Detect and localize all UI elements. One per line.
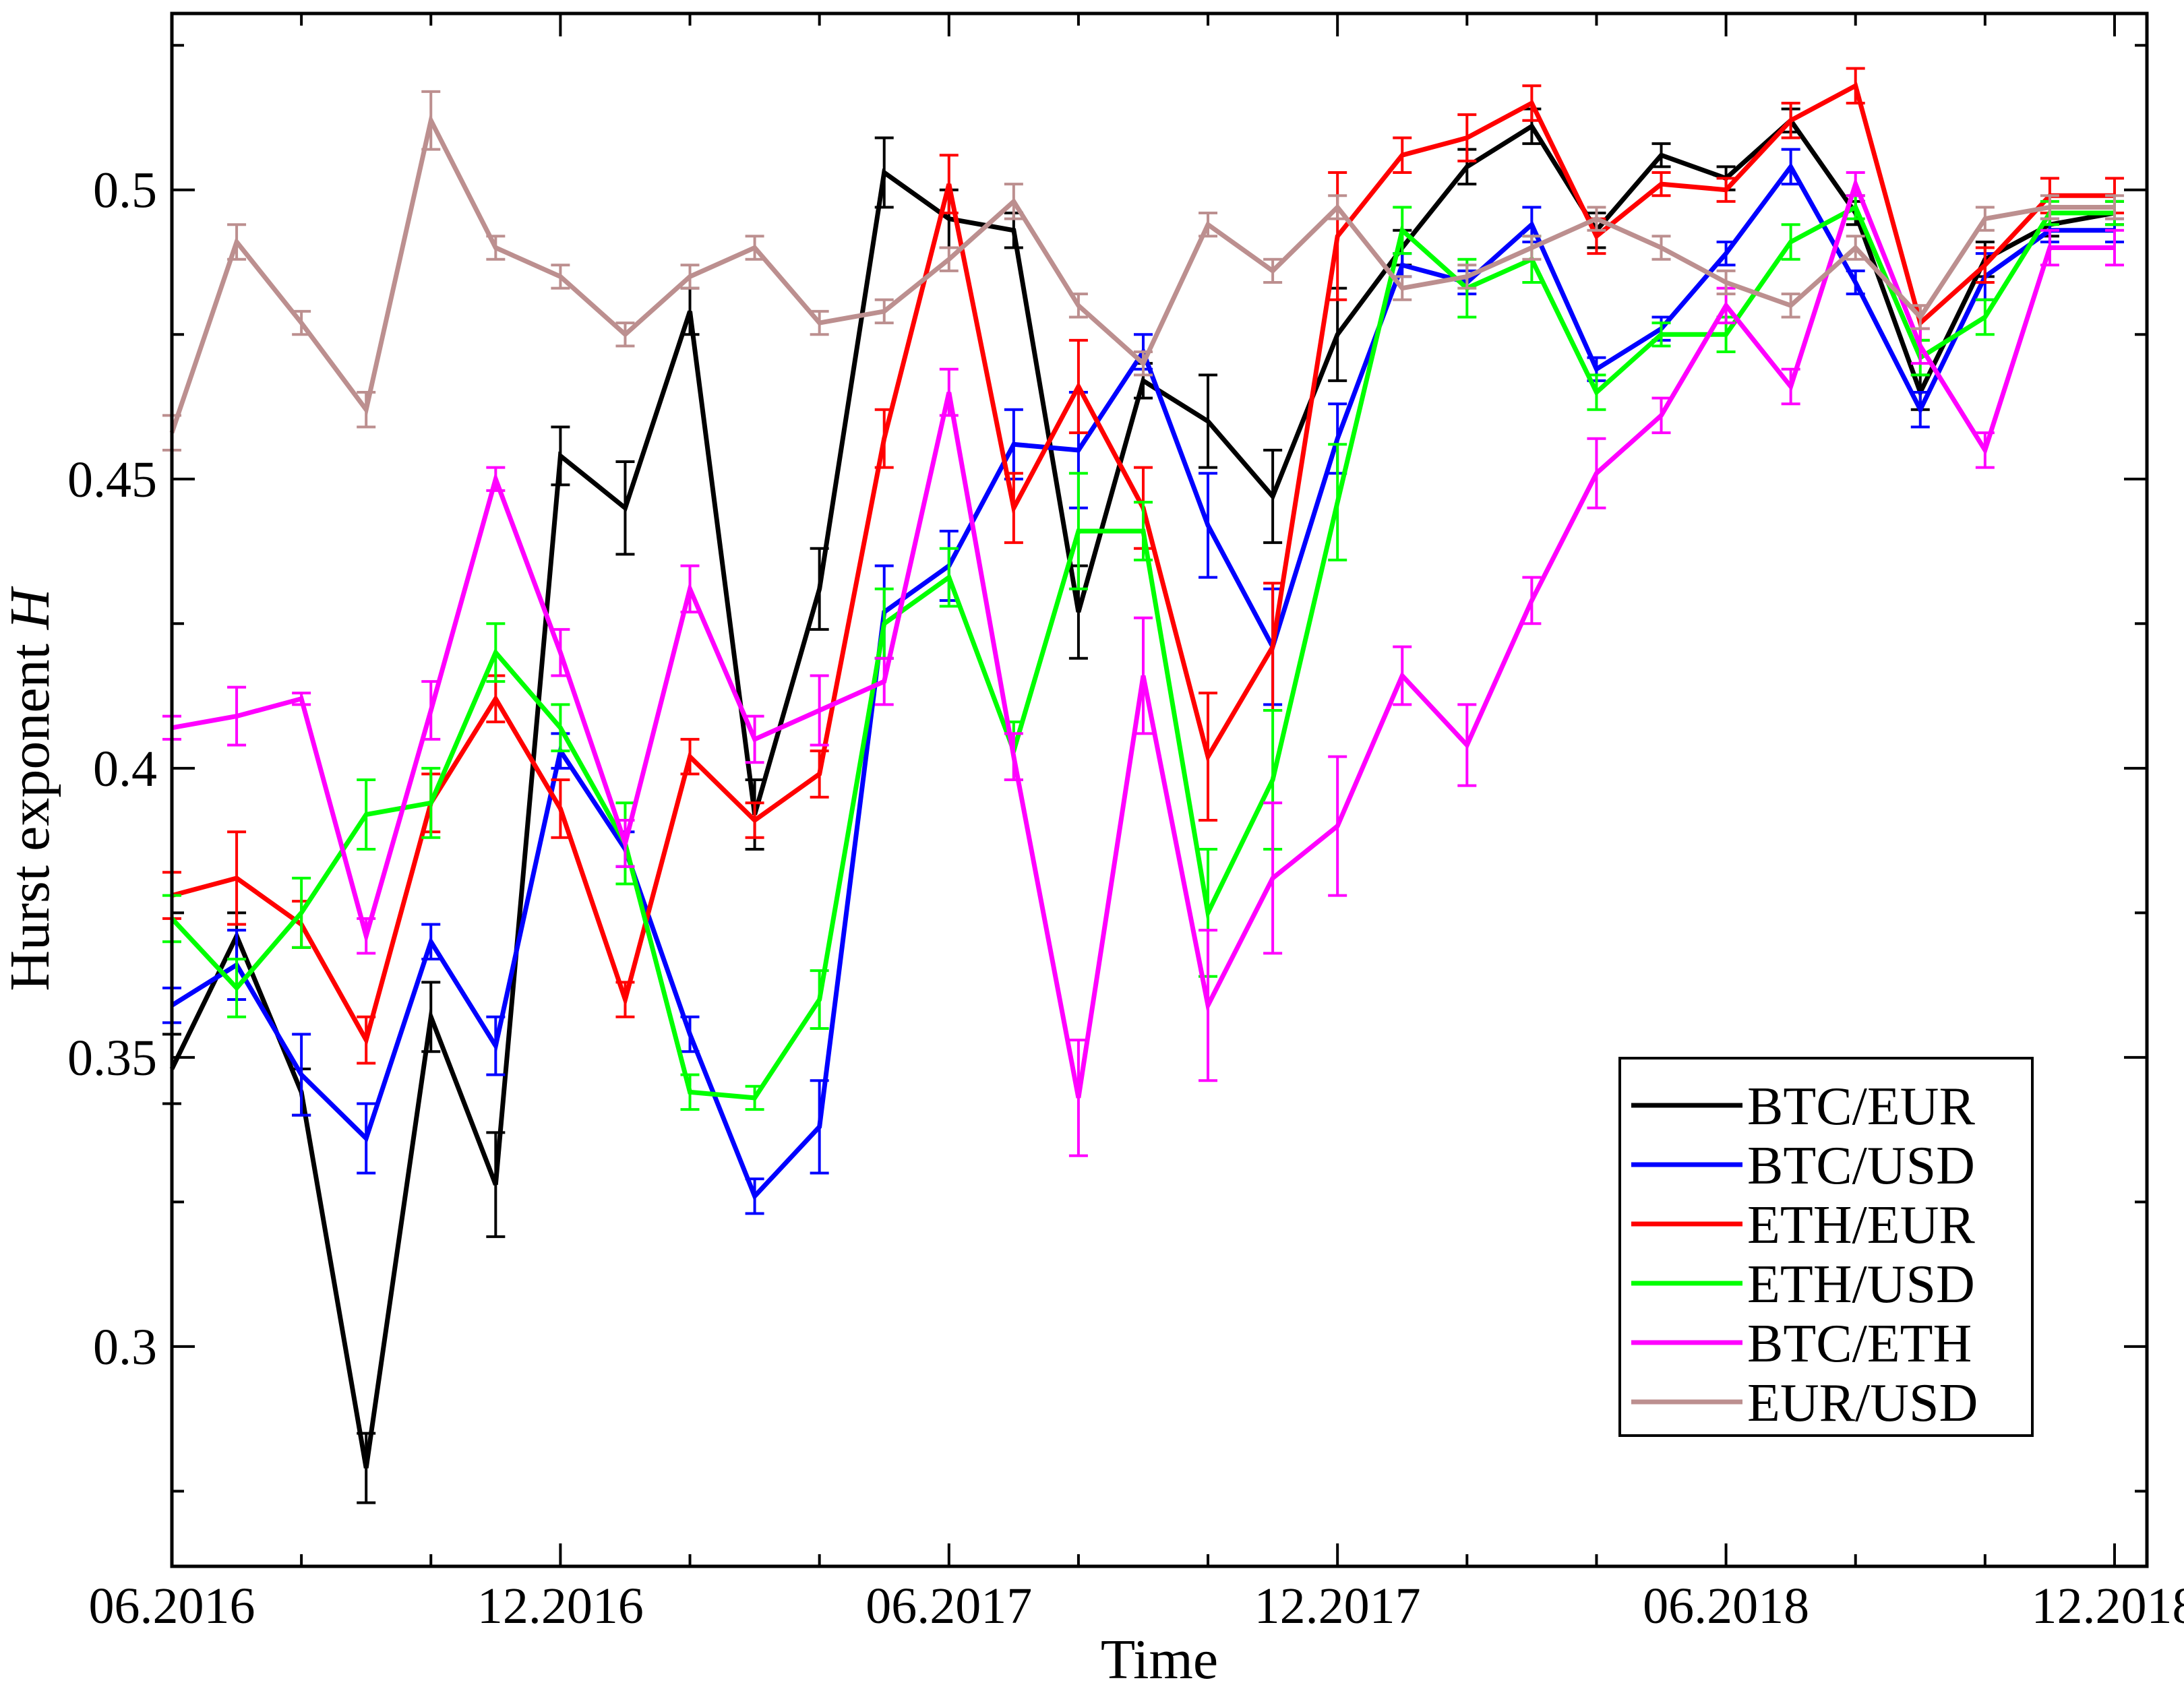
y-axis-title: Hurst exponent H: [0, 586, 61, 991]
legend-label: BTC/USD: [1747, 1136, 1975, 1196]
legend: BTC/EURBTC/USDETH/EURETH/USDBTC/ETHEUR/U…: [1618, 1057, 2034, 1437]
y-axis-title-text: Hurst exponent: [0, 629, 61, 991]
series-btc-eth: [162, 171, 2124, 1157]
y-tick-label: 0.5: [93, 162, 157, 219]
series-line-eth-usd: [170, 204, 2115, 1101]
x-tick-label: 06.2016: [89, 1578, 255, 1634]
plot-frame: [170, 11, 2149, 1568]
axis-layer: 06.2016 12.2016 06.2017 12.2017 06.2018 12.20…: [67, 13, 2184, 1634]
legend-item-btc-eth: BTC/ETH: [1631, 1314, 1972, 1374]
y-axis-title-symbol: H: [0, 586, 61, 630]
y-tick-label: 0.35: [67, 1030, 157, 1086]
series-eth-usd: [162, 194, 2124, 1111]
legend-label: ETH/USD: [1747, 1255, 1975, 1314]
legend-label: ETH/EUR: [1747, 1196, 1975, 1255]
legend-item-eur-usd: EUR/USD: [1631, 1374, 1978, 1433]
legend-item-eth-eur: ETH/EUR: [1631, 1196, 1975, 1255]
series-eur-usd: [162, 90, 2124, 452]
y-tick-label: 0.45: [67, 452, 157, 508]
series-line-eur-usd: [169, 113, 2115, 434]
legend-label: BTC/ETH: [1747, 1314, 1972, 1374]
legend-item-eth-usd: ETH/USD: [1631, 1255, 1975, 1314]
y-tick-label: 0.3: [93, 1319, 157, 1376]
legend-box: [1618, 1057, 2034, 1437]
x-tick-label: 06.2017: [866, 1578, 1032, 1634]
x-tick-label: 06.2018: [1643, 1578, 1809, 1634]
legend-label: BTC/EUR: [1747, 1077, 1975, 1136]
x-tick-label: 12.2018: [2031, 1578, 2184, 1634]
legend-label: EUR/USD: [1747, 1374, 1978, 1433]
x-tick-label: 12.2017: [1254, 1578, 1421, 1634]
legend-item-btc-usd: BTC/USD: [1631, 1136, 1975, 1196]
legend-item-btc-eur: BTC/EUR: [1631, 1077, 1975, 1136]
y-tick-label: 0.4: [93, 741, 157, 797]
x-tick-label: 12.2016: [477, 1578, 644, 1634]
x-axis-title: Time: [1101, 1628, 1218, 1689]
series-line-btc-eth: [171, 177, 2115, 1099]
series-layer: [162, 67, 2124, 1504]
